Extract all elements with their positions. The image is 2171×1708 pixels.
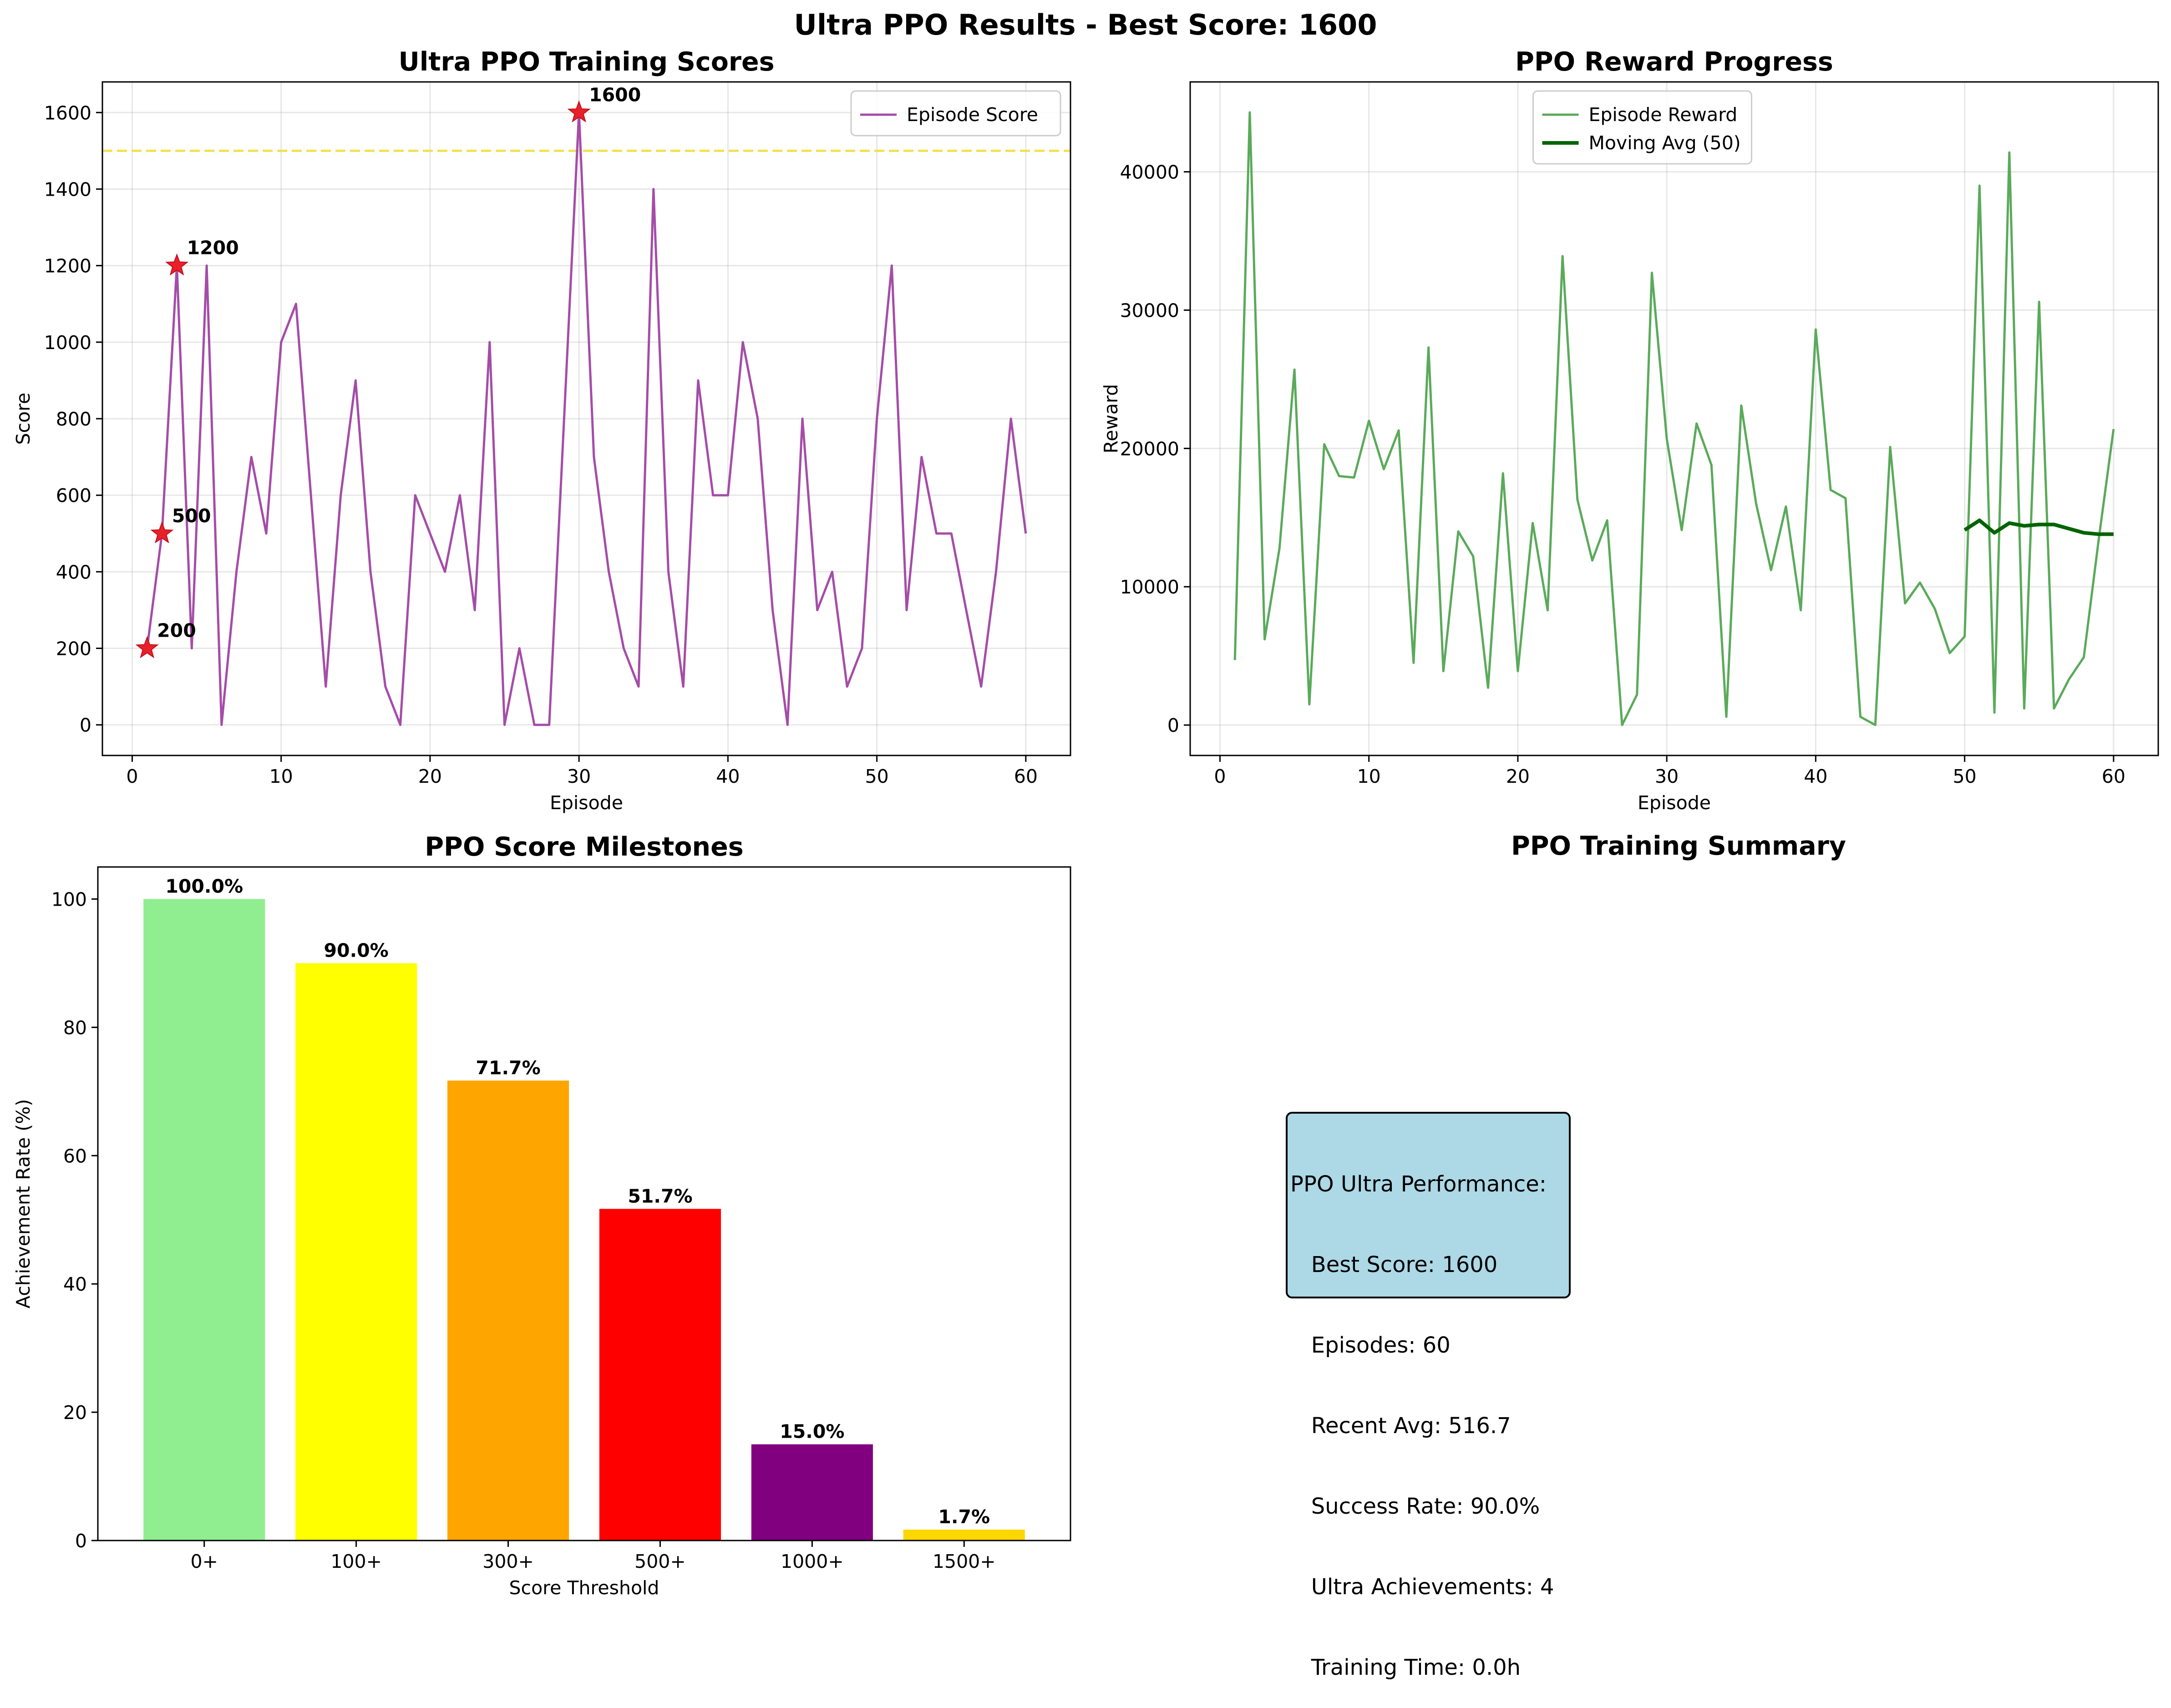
scores-marker-label: 200 bbox=[157, 620, 196, 642]
scores-xlabel: Episode bbox=[550, 792, 623, 814]
milestones-ytick-label: 0 bbox=[75, 1530, 87, 1552]
milestones-bar bbox=[143, 899, 265, 1541]
milestones-bar bbox=[751, 1444, 873, 1541]
milestones-ytick-label: 80 bbox=[63, 1017, 87, 1039]
scores-star-marker bbox=[165, 253, 189, 276]
scores-xtick-label: 0 bbox=[126, 765, 138, 787]
milestones-bar-label: 1.7% bbox=[938, 1506, 990, 1528]
scores-axes-frame bbox=[101, 81, 1071, 756]
milestones-xlabel: Score Threshold bbox=[509, 1577, 659, 1599]
figure-suptitle: Ultra PPO Results - Best Score: 1600 bbox=[794, 8, 1377, 41]
chart-training-scores: 0 10 20 30 40 50 60020040060080010001200140016… bbox=[12, 47, 1071, 814]
scores-ytick-label: 1200 bbox=[44, 255, 91, 277]
milestones-ylabel: Achievement Rate (%) bbox=[12, 1099, 34, 1308]
scores-series-1 bbox=[146, 111, 1027, 726]
scores-legend: Episode Score bbox=[850, 90, 1061, 137]
scores-ytick-label: 1000 bbox=[44, 332, 91, 354]
milestones-ytick-label: 100 bbox=[51, 888, 87, 910]
scores-star-marker bbox=[150, 521, 174, 544]
reward-xtick-label: 20 bbox=[1506, 765, 1530, 787]
scores-xtick-label: 30 bbox=[567, 765, 591, 787]
reward-series-1 bbox=[1233, 111, 2115, 726]
scores-ytick-label: 1400 bbox=[44, 178, 91, 200]
scores-star-marker bbox=[567, 100, 591, 123]
reward-ylabel: Reward bbox=[1100, 384, 1122, 454]
summary-line: Best Score: 1600 bbox=[1290, 1252, 1498, 1277]
milestones-bar bbox=[903, 1530, 1025, 1541]
scores-xtick-label: 40 bbox=[716, 765, 740, 787]
summary-line: Success Rate: 90.0% bbox=[1290, 1494, 1540, 1519]
milestones-category-label: 300+ bbox=[482, 1551, 534, 1572]
reward-xtick-label: 60 bbox=[2102, 765, 2125, 787]
scores-marker-label: 500 bbox=[172, 505, 211, 527]
milestones-bar bbox=[295, 963, 417, 1541]
summary-line: PPO Ultra Performance: bbox=[1290, 1171, 1547, 1197]
milestones-bar-label: 90.0% bbox=[324, 939, 389, 961]
scores-ytick-label: 1600 bbox=[44, 102, 91, 124]
reward-legend-label: Episode Reward bbox=[1589, 104, 1738, 126]
reward-series-2 bbox=[1963, 518, 2114, 536]
milestones-category-label: 0+ bbox=[191, 1551, 218, 1572]
reward-ytick-label: 20000 bbox=[1120, 438, 1179, 460]
summary-title: PPO Training Summary bbox=[1511, 831, 1846, 861]
scores-ytick-label: 0 bbox=[80, 715, 91, 736]
reward-legend-frame bbox=[1532, 90, 1752, 165]
summary-line: Episodes: 60 bbox=[1290, 1333, 1451, 1358]
scores-ytick-label: 800 bbox=[56, 408, 91, 430]
scores-xtick-label: 50 bbox=[865, 765, 889, 787]
milestones-bar-label: 15.0% bbox=[780, 1421, 844, 1443]
reward-ytick-label: 10000 bbox=[1120, 576, 1179, 598]
scores-xtick-label: 10 bbox=[269, 765, 293, 787]
reward-legend: Episode Reward Moving Avg (50) bbox=[1532, 90, 1752, 165]
reward-xtick-label: 40 bbox=[1804, 765, 1827, 787]
scores-ylabel: Score bbox=[12, 393, 34, 445]
milestones-bar bbox=[599, 1209, 721, 1541]
summary-box: PPO Ultra Performance: Best Score: 1600 … bbox=[1286, 1112, 1571, 1680]
scores-legend-frame bbox=[850, 90, 1061, 137]
milestones-ytick-label: 60 bbox=[63, 1145, 87, 1167]
chart-score-milestones: 100.0% 0+ 90.0% 100+ 71.7% 300+ 51.7% 500+ 15.0%… bbox=[12, 832, 1071, 1599]
milestones-ytick-label: 20 bbox=[63, 1402, 87, 1424]
reward-xlabel: Episode bbox=[1638, 792, 1711, 814]
reward-axes-frame bbox=[1189, 81, 2159, 756]
milestones-bar-label: 51.7% bbox=[628, 1185, 692, 1207]
milestones-bar bbox=[447, 1080, 569, 1541]
reward-xtick-label: 30 bbox=[1655, 765, 1679, 787]
scores-star-marker bbox=[135, 636, 159, 659]
milestones-category-label: 1000+ bbox=[781, 1551, 844, 1572]
scores-legend-label: Episode Score bbox=[907, 104, 1038, 126]
reward-xtick-label: 0 bbox=[1214, 765, 1226, 787]
reward-xtick-label: 50 bbox=[1953, 765, 1977, 787]
reward-ytick-label: 40000 bbox=[1120, 162, 1179, 183]
summary-line: Recent Avg: 516.7 bbox=[1290, 1413, 1511, 1439]
figure: Ultra PPO Results - Best Score: 1600 0 10… bbox=[12, 8, 2159, 1599]
scores-ytick-label: 200 bbox=[56, 638, 91, 660]
reward-ytick-label: 30000 bbox=[1120, 299, 1179, 321]
scores-xtick-label: 20 bbox=[418, 765, 442, 787]
milestones-ytick-label: 40 bbox=[63, 1273, 87, 1295]
scores-marker-label: 1600 bbox=[589, 84, 641, 106]
chart-reward-progress: 0 10 20 30 40 50 60 0 10000 20000 30000 40000 Episod… bbox=[1100, 47, 2159, 814]
milestones-bar-label: 71.7% bbox=[476, 1057, 540, 1079]
summary-line: Training Time: 0.0h bbox=[1290, 1655, 1521, 1680]
milestones-category-label: 500+ bbox=[634, 1551, 686, 1572]
scores-marker-label: 1200 bbox=[187, 237, 239, 259]
scores-ytick-label: 400 bbox=[56, 561, 91, 583]
reward-ytick-label: 0 bbox=[1167, 715, 1179, 736]
milestones-axes-frame bbox=[97, 866, 1071, 1541]
milestones-category-label: 100+ bbox=[330, 1551, 382, 1572]
scores-xtick-label: 60 bbox=[1014, 765, 1038, 787]
reward-legend-label: Moving Avg (50) bbox=[1589, 132, 1741, 154]
milestones-category-label: 1500+ bbox=[933, 1551, 996, 1572]
milestones-bar-label: 100.0% bbox=[165, 875, 243, 897]
summary-line: Ultra Achievements: 4 bbox=[1290, 1574, 1554, 1600]
reward-xtick-label: 10 bbox=[1357, 765, 1381, 787]
milestones-title: PPO Score Milestones bbox=[425, 832, 743, 862]
scores-ytick-label: 600 bbox=[56, 485, 91, 507]
reward-title: PPO Reward Progress bbox=[1515, 47, 1833, 77]
scores-title: Ultra PPO Training Scores bbox=[398, 47, 774, 77]
